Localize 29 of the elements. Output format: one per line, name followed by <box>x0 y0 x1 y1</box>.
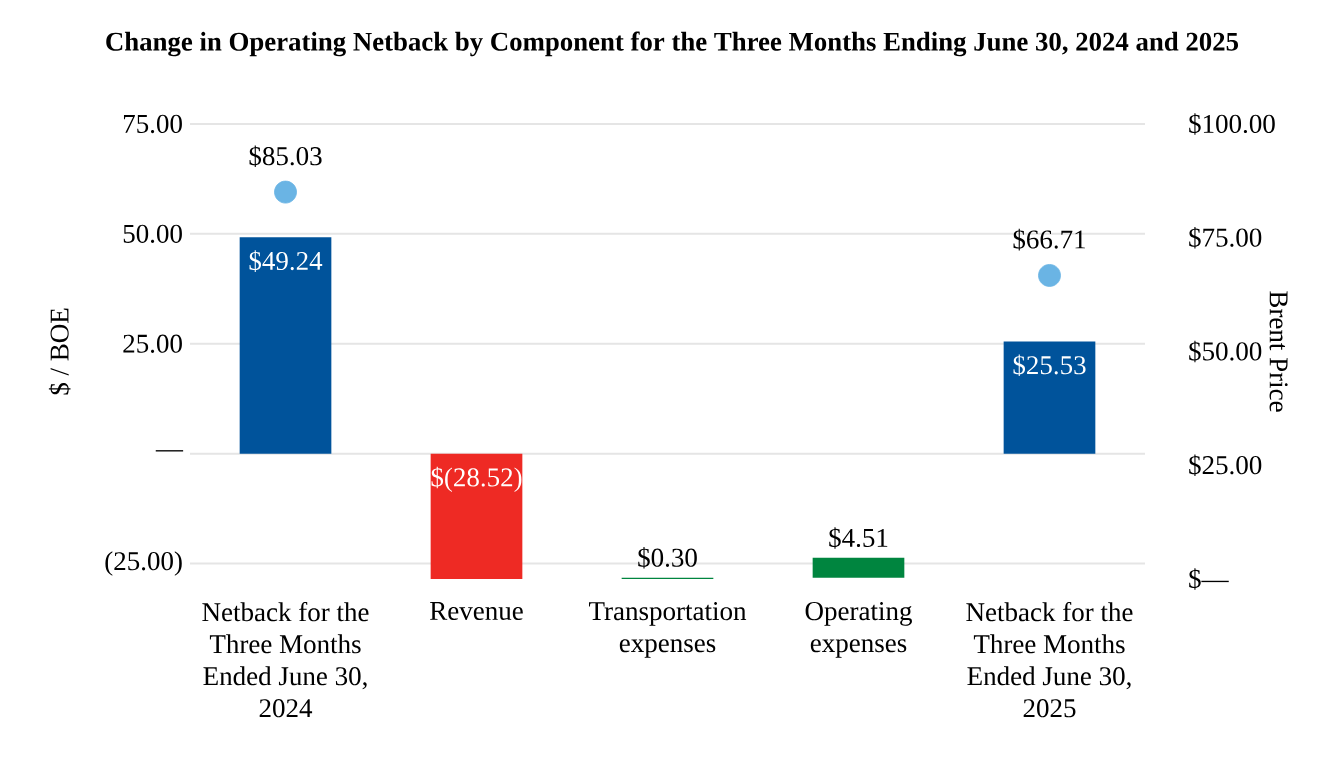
chart-title: Change in Operating Netback by Component for the Three Months Ending June 30, 2024 and 2025 <box>106 31 1239 57</box>
x-tick-label: Revenue <box>430 602 523 620</box>
y-tick-label: — <box>155 450 184 452</box>
x-tick-label: Transportation expenses <box>589 602 747 658</box>
x-tick-label: Operating expenses <box>805 602 912 658</box>
data-label: $25.53 <box>1013 354 1086 377</box>
y-tick-label: 25.00 <box>123 334 182 353</box>
x-tick-label: Netback for the Three Months Ended June 30, 2025 <box>966 602 1133 718</box>
x-tick-label: Netback for the Three Months Ended June 30, 2024 <box>202 602 369 718</box>
bar <box>1003 341 1096 454</box>
y-tick-label: (25.00) <box>105 551 182 576</box>
y-tick-label: 50.00 <box>123 224 182 244</box>
y-tick-label: 75.00 <box>123 114 182 134</box>
y-axis-title: $ / BOE <box>48 308 71 395</box>
data-label: $(28.52) <box>431 466 522 492</box>
y2-tick-label: $100.00 <box>1189 113 1275 135</box>
data-label: $0.30 <box>638 547 697 569</box>
data-label: $66.71 <box>1013 228 1086 251</box>
data-label: $49.24 <box>249 250 323 272</box>
bar <box>812 557 905 578</box>
y2-tick-label: $— <box>1189 568 1229 590</box>
bar <box>239 237 332 454</box>
y2-axis-title: Brent Price <box>1269 291 1288 412</box>
y2-tick-label: $25.00 <box>1189 454 1262 477</box>
y2-tick-label: $50.00 <box>1189 340 1262 363</box>
y2-tick-label: $75.00 <box>1189 226 1262 249</box>
data-label: $85.03 <box>249 145 322 168</box>
data-label: $4.51 <box>829 527 888 549</box>
bar <box>430 453 523 579</box>
